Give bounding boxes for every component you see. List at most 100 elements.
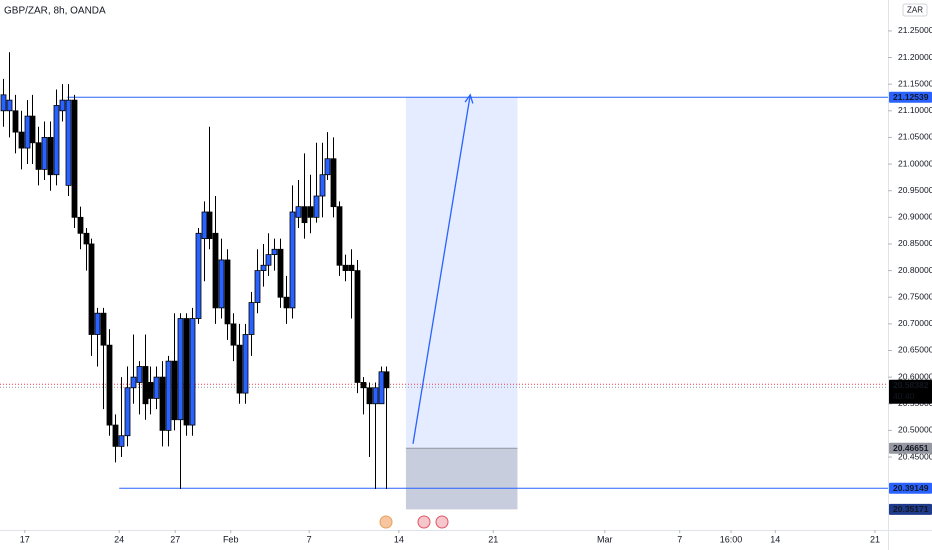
price-tag: [889, 91, 932, 103]
x-tick-label: 16:00: [720, 534, 743, 544]
candle-body: [47, 137, 54, 176]
y-tick-label: 21.15000: [898, 78, 932, 88]
countdown-label: 40:40: [893, 391, 915, 401]
candle-body: [59, 99, 66, 112]
event-icon[interactable]: [379, 515, 393, 529]
candle-body: [183, 318, 190, 426]
candle-body: [336, 206, 343, 266]
currency-label: ZAR: [907, 6, 923, 15]
candle-body: [88, 243, 95, 335]
candle-body: [248, 302, 255, 335]
price-tag: [889, 503, 932, 515]
currency-box: [902, 3, 928, 17]
price-tag: [889, 442, 932, 454]
candle-body: [378, 371, 385, 405]
candle-body: [224, 259, 231, 325]
candle-body: [83, 232, 90, 245]
arrow: [412, 94, 471, 444]
x-tick-label: Feb: [223, 534, 239, 544]
x-tick-label: 21: [488, 534, 498, 544]
x-tick-label: 24: [114, 534, 124, 544]
y-tick-label: 20.70000: [898, 318, 932, 328]
price-tag-label: 21.12539: [893, 92, 929, 102]
candle-body: [130, 376, 137, 389]
y-tick-label: 20.50000: [898, 425, 932, 435]
candle-body: [159, 376, 166, 431]
candle-body: [53, 105, 60, 176]
candle-body: [283, 296, 290, 309]
x-tick-label: 7: [677, 534, 682, 544]
candle-body: [171, 360, 178, 421]
event-icon[interactable]: [435, 515, 449, 529]
y-tick-label: 20.45000: [898, 451, 932, 461]
candle-body: [348, 264, 355, 271]
candle-body: [142, 366, 149, 405]
candle-body: [112, 424, 119, 447]
x-tick-label: 27: [170, 534, 180, 544]
target-zone: [405, 97, 518, 449]
price-tag-label: 20.46651: [893, 443, 929, 453]
y-tick-label: 20.75000: [898, 291, 932, 301]
candle-body: [206, 211, 213, 240]
candle-body: [366, 387, 373, 405]
candle-body: [41, 137, 48, 170]
candle-body: [254, 270, 261, 303]
candle-body: [100, 312, 107, 346]
candle-body: [230, 323, 237, 346]
y-tick-label: 20.95000: [898, 185, 932, 195]
candle-body: [301, 206, 308, 224]
candle-body: [201, 211, 208, 240]
candle-body: [147, 382, 154, 399]
candle-body: [342, 264, 349, 271]
event-icons: [379, 515, 449, 529]
candle-body: [29, 115, 36, 144]
price-tag-label: 20.35171: [893, 504, 929, 514]
x-tick-label: 14: [394, 534, 404, 544]
candle-body: [354, 270, 361, 383]
candle-body: [12, 110, 19, 133]
y-tick-label: 21.20000: [898, 52, 932, 62]
candle-body: [94, 312, 101, 335]
y-tick-label: 20.85000: [898, 238, 932, 248]
y-tick-label: 21.05000: [898, 132, 932, 142]
x-tick-label: 7: [307, 534, 312, 544]
y-tick-label: 21.25000: [898, 25, 932, 35]
last-price-label: 20.58382: [893, 380, 929, 390]
event-icon[interactable]: [417, 515, 431, 529]
chart-title: GBP/ZAR, 8h, OANDA: [4, 6, 106, 17]
candle-body: [212, 232, 219, 309]
candle-body: [265, 254, 272, 266]
candle-body: [136, 366, 143, 383]
candle-body: [195, 232, 202, 319]
candle-body: [324, 158, 331, 176]
candle-body: [106, 344, 113, 426]
stop-zone: [405, 448, 518, 510]
candle-body: [118, 435, 125, 447]
candle-body: [271, 248, 278, 256]
candle-body: [319, 174, 326, 197]
candle-body: [18, 131, 25, 149]
candle-body: [77, 216, 84, 234]
candle-body: [360, 382, 367, 389]
price-tag: [889, 482, 932, 494]
candle-body: [124, 387, 131, 437]
candle-body: [0, 94, 7, 112]
candle-body: [35, 142, 42, 170]
candle-body: [71, 99, 78, 218]
candle-body: [277, 248, 284, 298]
last-price-tag: [889, 379, 932, 404]
x-tick-label: Mar: [597, 534, 613, 544]
candle-body: [6, 99, 13, 112]
y-tick-label: 20.80000: [898, 265, 932, 275]
candle-body: [372, 387, 379, 405]
candle-body: [189, 318, 196, 426]
candle-body: [307, 206, 314, 218]
candle-body: [153, 376, 160, 399]
candle-body: [289, 211, 296, 309]
y-tick-label: 20.60000: [898, 371, 932, 381]
x-tick-label: 17: [20, 534, 30, 544]
candle-body: [24, 115, 31, 149]
candle-body: [65, 99, 72, 186]
